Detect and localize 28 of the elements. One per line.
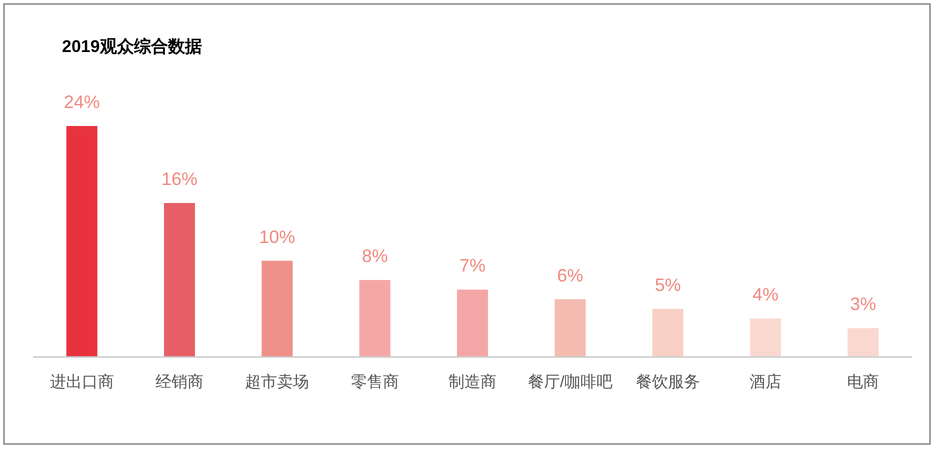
bar xyxy=(457,290,488,357)
bar xyxy=(66,126,98,357)
x-tick-label: 餐饮服务 xyxy=(636,373,700,391)
bar xyxy=(848,328,879,357)
x-tick-label: 电商 xyxy=(847,373,880,391)
x-tick-label: 餐厅/咖啡吧 xyxy=(528,373,612,391)
bar xyxy=(652,308,684,357)
bar xyxy=(359,280,390,357)
data-label: 10% xyxy=(259,226,296,247)
x-tick-label: 酒店 xyxy=(750,373,782,391)
data-label: 3% xyxy=(850,294,876,314)
x-tick-label: 经销商 xyxy=(156,373,204,391)
x-tick-label: 超市卖场 xyxy=(245,373,310,391)
bar xyxy=(750,318,781,357)
data-label: 24% xyxy=(64,92,100,112)
bar xyxy=(554,299,586,357)
data-label: 16% xyxy=(161,169,198,189)
bar xyxy=(164,203,195,357)
bar xyxy=(262,260,293,357)
x-tick-label: 制造商 xyxy=(448,373,496,391)
chart-title: 2019观众综合数据 xyxy=(62,37,202,56)
x-tick-label: 零售商 xyxy=(350,373,399,391)
data-label: 8% xyxy=(362,246,388,266)
x-tick-label: 进出口商 xyxy=(50,373,114,391)
data-label: 4% xyxy=(752,284,779,304)
data-label: 6% xyxy=(557,265,584,286)
data-label: 7% xyxy=(459,256,486,276)
data-label: 5% xyxy=(654,274,681,295)
